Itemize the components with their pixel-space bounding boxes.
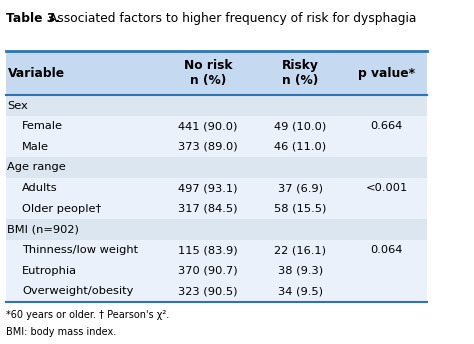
Text: 58 (15.5): 58 (15.5) (274, 204, 327, 214)
Text: 0.664: 0.664 (371, 121, 403, 131)
Text: BMI (n=902): BMI (n=902) (8, 224, 79, 234)
Bar (6, 219, 427, 240)
Text: No risk
n (%): No risk n (%) (183, 59, 232, 87)
Text: Sex: Sex (8, 100, 28, 110)
Text: Older people†: Older people† (22, 204, 101, 214)
Bar (6, 137, 427, 157)
Bar (6, 260, 427, 281)
Text: Thinness/low weight: Thinness/low weight (22, 245, 138, 255)
Text: Overweight/obesity: Overweight/obesity (22, 286, 133, 296)
Text: 370 (90.7): 370 (90.7) (178, 266, 237, 276)
Text: BMI: body mass index.: BMI: body mass index. (6, 327, 116, 337)
Text: 317 (84.5): 317 (84.5) (178, 204, 237, 214)
Bar (6, 157, 427, 178)
Bar (6, 281, 427, 302)
Text: Female: Female (22, 121, 63, 131)
Text: 34 (9.5): 34 (9.5) (278, 286, 323, 296)
Bar (6, 116, 427, 137)
Text: 497 (93.1): 497 (93.1) (178, 183, 237, 193)
Text: 49 (10.0): 49 (10.0) (274, 121, 327, 131)
Text: Risky
n (%): Risky n (%) (282, 59, 319, 87)
Text: Associated factors to higher frequency of risk for dysphagia: Associated factors to higher frequency o… (45, 12, 417, 25)
Text: 0.064: 0.064 (371, 245, 403, 255)
Text: p value*: p value* (358, 66, 415, 79)
Text: 115 (83.9): 115 (83.9) (178, 245, 237, 255)
Text: 46 (11.0): 46 (11.0) (274, 142, 327, 152)
Text: 38 (9.3): 38 (9.3) (278, 266, 323, 276)
Text: 441 (90.0): 441 (90.0) (178, 121, 237, 131)
Bar (6, 51, 427, 95)
Text: *60 years or older. † Pearson's χ².: *60 years or older. † Pearson's χ². (6, 310, 169, 320)
Text: Variable: Variable (8, 66, 65, 79)
Text: Adults: Adults (22, 183, 58, 193)
Text: Table 3.: Table 3. (6, 12, 60, 25)
Text: Male: Male (22, 142, 49, 152)
Bar (6, 240, 427, 260)
Text: 37 (6.9): 37 (6.9) (278, 183, 323, 193)
Bar (6, 95, 427, 116)
Bar (6, 198, 427, 219)
Text: 323 (90.5): 323 (90.5) (178, 286, 237, 296)
Text: 22 (16.1): 22 (16.1) (274, 245, 327, 255)
Text: Age range: Age range (8, 162, 66, 172)
Bar (6, 178, 427, 198)
Text: Eutrophia: Eutrophia (22, 266, 77, 276)
Text: 373 (89.0): 373 (89.0) (178, 142, 237, 152)
Text: <0.001: <0.001 (365, 183, 408, 193)
